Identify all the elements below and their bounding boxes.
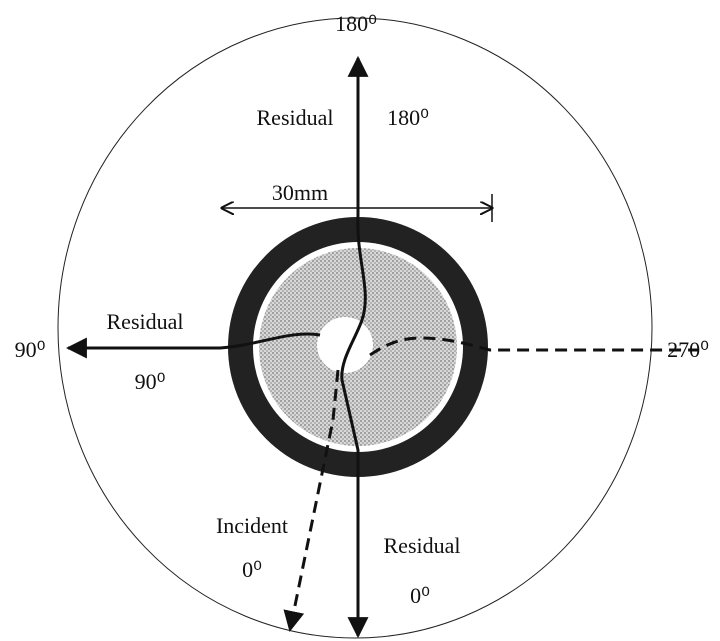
label: 90⁰ xyxy=(15,337,46,362)
label: Residual xyxy=(384,533,461,558)
label: 0⁰ xyxy=(242,557,262,582)
label: 270⁰ xyxy=(667,337,709,362)
crack-incident xyxy=(283,369,340,633)
label: Residual xyxy=(257,105,334,130)
inner-hole xyxy=(317,317,373,373)
label: Residual xyxy=(107,309,184,334)
label: 90⁰ xyxy=(135,369,166,394)
label: 180⁰ xyxy=(335,11,377,36)
label: 30mm xyxy=(272,180,328,205)
label: 180⁰ xyxy=(387,105,429,130)
label: 0⁰ xyxy=(410,583,430,608)
crack-vertical xyxy=(340,55,369,639)
label: Incident xyxy=(216,513,288,538)
crack-left xyxy=(65,332,321,359)
